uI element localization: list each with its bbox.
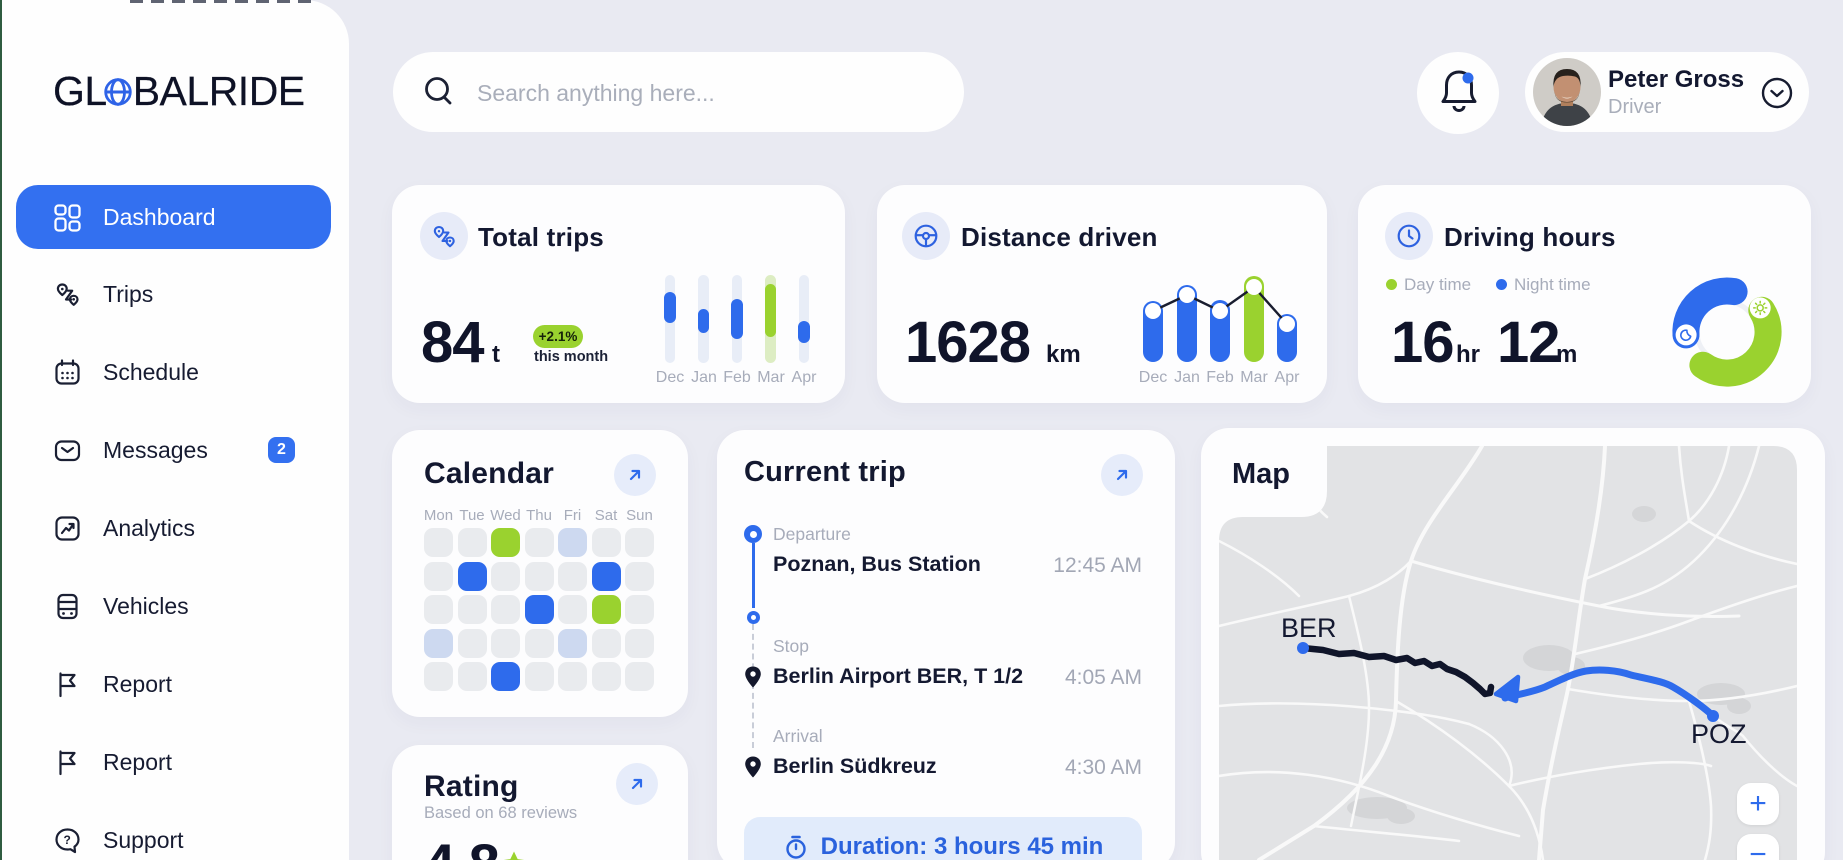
svg-text:BER: BER [1281,613,1337,643]
svg-text:?: ? [64,833,71,847]
svg-text:POZ: POZ [1691,719,1747,749]
